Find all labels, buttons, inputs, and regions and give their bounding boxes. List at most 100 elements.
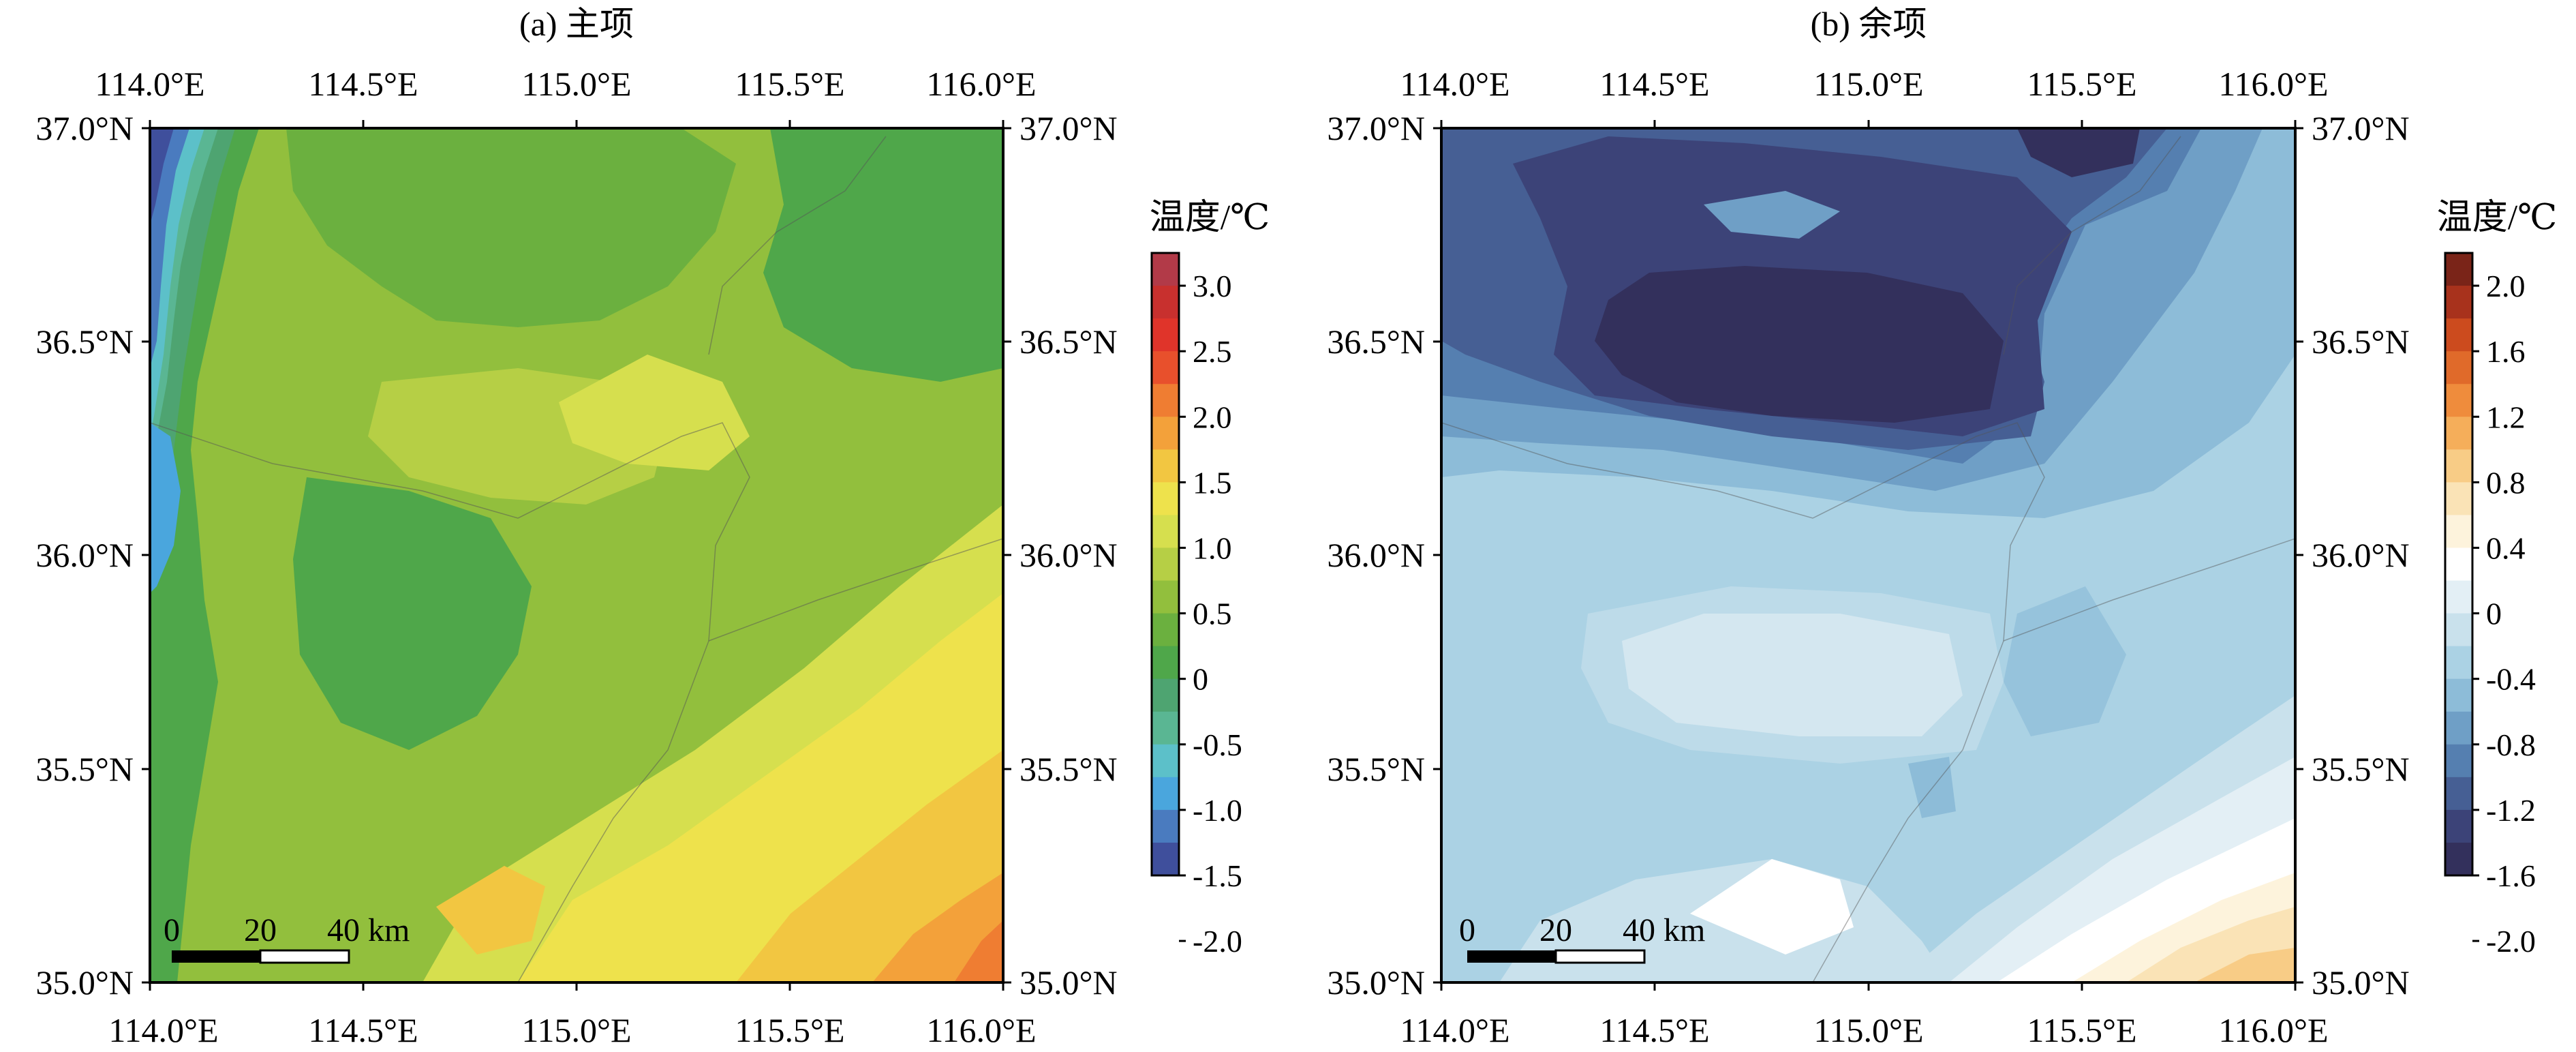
a-right-tick-4: 37.0°N [1019, 109, 1118, 147]
b-scale-label-2: 40 km [1623, 912, 1705, 948]
colorbar-swatch [1152, 613, 1179, 647]
colorbar-swatch [2445, 580, 2472, 614]
a-scale-black [172, 950, 260, 963]
colorbar-swatch [1152, 809, 1179, 843]
a-right-tick-2: 36.0°N [1019, 536, 1118, 574]
a-right-tick-0: 35.0°N [1019, 963, 1118, 1002]
a-scale-label-1: 20 [244, 912, 277, 948]
map-a-ne-green [763, 128, 1003, 382]
colorbar-swatch [2445, 286, 2472, 319]
colorbar-label: 0 [1193, 662, 1208, 697]
map-a-warm-spot [436, 866, 545, 955]
b-left-tick-1: 35.5°N [1327, 750, 1425, 788]
a-scale-label-2: 40 km [327, 912, 410, 948]
a-colorbar-frame [1150, 252, 1180, 877]
colorbar-swatch [2445, 547, 2472, 582]
map-b-blue-spot [1908, 757, 1956, 818]
map-a-center-yellow [559, 355, 750, 470]
panel-a-colorbar: 温度/℃ 3.0 2.5 2.0 1.5 1.0 0.5 0 -0.5 -1.0 -1.5 -2.0 [1150, 198, 1270, 959]
b-bottom-tick-1: 114.5°E [1599, 1011, 1709, 1049]
b-top-tick-2: 115.0°E [1813, 65, 1923, 103]
colorbar-label: 0 [2486, 597, 2502, 631]
colorbar-label: 1.0 [1193, 530, 1232, 565]
colorbar-swatch [1152, 580, 1179, 614]
colorbar-swatch [1152, 482, 1179, 516]
colorbar-swatch [2445, 482, 2472, 516]
a-right-tick-3: 36.5°N [1019, 322, 1118, 361]
a-scale-white [259, 949, 350, 964]
colorbar-label: -2.0 [1193, 924, 1242, 959]
a-top-tick-0: 114.0°E [95, 65, 204, 103]
colorbar-label: -2.0 [2486, 924, 2536, 959]
map-a-boundary-3 [708, 136, 887, 355]
b-scale-black [1467, 950, 1556, 963]
map-b-mid-blue [2004, 586, 2126, 736]
map-a-sw-green [293, 477, 532, 750]
colorbar-swatch [2445, 809, 2472, 843]
b-top-tick-3: 115.5°E [2027, 65, 2136, 103]
b-scale-label-0: 0 [1459, 912, 1475, 948]
colorbar-swatch [1152, 384, 1179, 417]
colorbar-label: -1.0 [1193, 793, 1242, 828]
panel-b-map [1441, 128, 2295, 982]
a-left-tick-0: 35.0°N [35, 963, 134, 1002]
colorbar-label: 2.0 [2486, 269, 2526, 303]
a-colorbar-swatches [1152, 253, 1179, 876]
panel-a-map [150, 128, 1003, 982]
panel-a-title: (a) 主项 [519, 5, 634, 43]
panel-a-scale-bar: 0 20 40 km [164, 912, 410, 964]
b-left-tick-0: 35.0°N [1327, 963, 1425, 1002]
b-left-tick-3: 36.5°N [1327, 322, 1425, 361]
a-left-tick-3: 36.5°N [35, 322, 134, 361]
colorbar-swatch [1152, 417, 1179, 450]
map-a-blue-tongue [150, 423, 181, 593]
colorbar-swatch [2445, 515, 2472, 549]
b-bottom-tick-3: 115.5°E [2027, 1011, 2136, 1049]
a-top-tick-3: 115.5°E [735, 65, 844, 103]
colorbar-swatch [1152, 744, 1179, 778]
panel-b-x-ticks [1433, 120, 2303, 991]
colorbar-label: 0.8 [2486, 465, 2526, 500]
a-scale-label-0: 0 [164, 912, 180, 948]
panel-b-title: (b) 余项 [1811, 5, 1927, 43]
colorbar-swatch [1152, 678, 1179, 712]
colorbar-label: -0.4 [2486, 662, 2536, 697]
b-right-tick-0: 35.0°N [2312, 963, 2410, 1002]
a-bottom-tick-3: 115.5°E [735, 1011, 844, 1049]
a-colorbar-labels: 3.0 2.5 2.0 1.5 1.0 0.5 0 -0.5 -1.0 -1.5 -2.0 [1179, 269, 1242, 959]
a-bottom-tick-2: 115.0°E [521, 1011, 631, 1049]
map-b-boundary-1 [1441, 422, 2045, 982]
b-right-tick-4: 37.0°N [2312, 109, 2410, 147]
b-colorbar-swatches [2445, 253, 2472, 876]
colorbar-swatch [2445, 384, 2472, 417]
a-top-tick-4: 116.0°E [926, 65, 1036, 103]
b-bottom-tick-4: 116.0°E [2218, 1011, 2328, 1049]
colorbar-swatch [2445, 417, 2472, 450]
colorbar-swatch [2445, 744, 2472, 778]
b-right-tick-3: 36.5°N [2312, 322, 2410, 361]
colorbar-label: -1.6 [2486, 858, 2536, 893]
colorbar-swatch [2445, 678, 2472, 712]
map-a-west-band-6 [150, 128, 174, 225]
colorbar-swatch [2445, 842, 2472, 876]
b-scale-label-1: 20 [1539, 912, 1572, 948]
map-a-boundary-2 [708, 538, 1003, 642]
colorbar-swatch [2445, 711, 2472, 745]
colorbar-label: 2.0 [1193, 400, 1232, 434]
a-bottom-tick-1: 114.5°E [308, 1011, 418, 1049]
a-colorbar-title: 温度/℃ [1150, 198, 1270, 237]
colorbar-swatch [2445, 253, 2472, 286]
colorbar-label: 3.0 [1193, 269, 1232, 303]
a-bottom-tick-4: 116.0°E [926, 1011, 1036, 1049]
colorbar-swatch [1152, 646, 1179, 680]
b-left-tick-2: 36.0°N [1327, 536, 1425, 574]
b-bottom-tick-0: 114.0°E [1400, 1011, 1509, 1049]
map-a-se-4 [872, 873, 1003, 982]
a-top-tick-1: 114.5°E [308, 65, 418, 103]
b-top-tick-4: 116.0°E [2218, 65, 2328, 103]
colorbar-swatch [1152, 351, 1179, 385]
map-b-pale-halo [1581, 586, 2004, 764]
colorbar-label: -1.2 [2486, 793, 2536, 828]
map-b-light-patch [1704, 191, 1840, 239]
